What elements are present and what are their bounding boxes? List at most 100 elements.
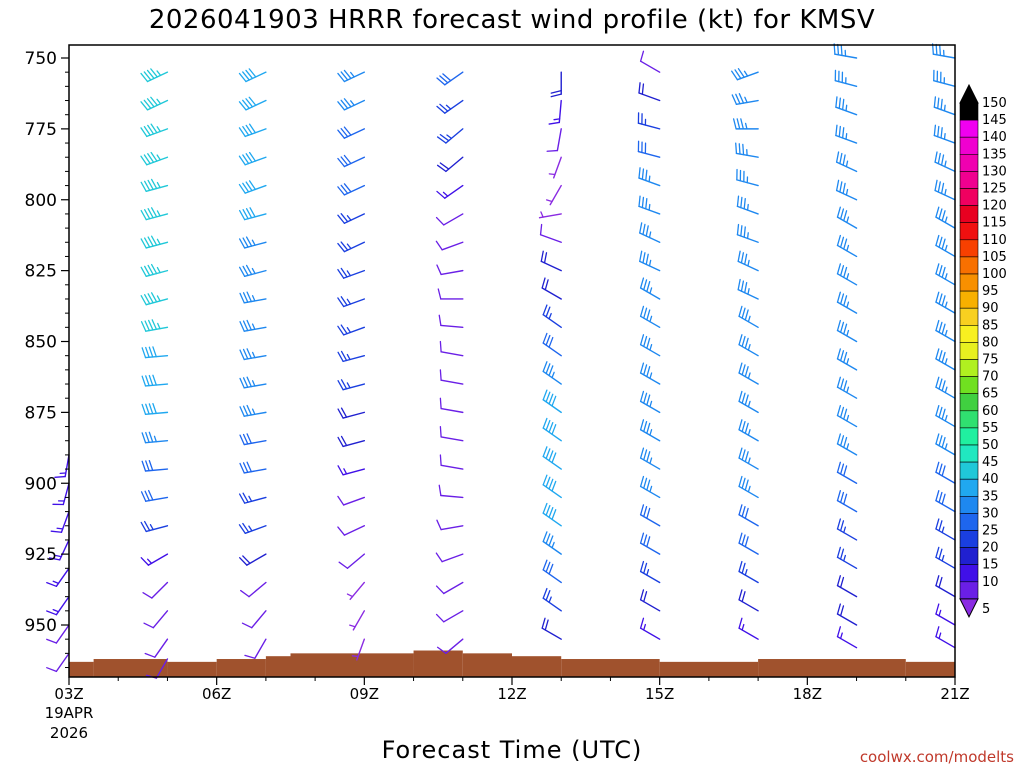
colorbar-swatch	[959, 342, 979, 360]
wind-barb	[239, 404, 267, 417]
wind-barb	[836, 348, 858, 371]
wind-barb	[548, 156, 562, 179]
colorbar-swatch	[959, 547, 979, 565]
wind-barb	[140, 520, 169, 533]
wind-barb	[639, 50, 661, 73]
wind-barb	[238, 207, 267, 221]
wind-barb	[238, 123, 267, 138]
wind-barb	[46, 624, 70, 644]
colorbar-swatch	[959, 239, 979, 258]
wind-barb	[542, 531, 562, 555]
wind-barb	[931, 43, 956, 59]
wind-barb	[337, 495, 366, 506]
wind-barb	[542, 559, 562, 584]
wind-barb	[638, 167, 661, 187]
wind-barb	[435, 581, 464, 595]
wind-barb	[836, 546, 858, 569]
wind-barb	[542, 446, 562, 470]
wind-barb	[140, 553, 169, 566]
wind-barb	[436, 128, 464, 144]
x-tick-label: 21Z	[940, 685, 969, 703]
wind-barb	[836, 575, 858, 598]
colorbar-top-arrow	[959, 83, 979, 104]
wind-barb	[436, 156, 464, 173]
x-date-line2: 2026	[50, 724, 88, 742]
wind-barb	[738, 390, 759, 414]
colorbar-label: 55	[982, 421, 999, 436]
colorbar-label: 130	[982, 164, 1007, 179]
wind-barb	[436, 71, 464, 86]
colorbar-label: 125	[982, 182, 1007, 197]
wind-barb	[548, 99, 562, 125]
wind-barb	[933, 69, 956, 88]
colorbar-swatch	[959, 444, 979, 463]
terrain-segment	[69, 661, 94, 677]
wind-barb	[836, 490, 858, 513]
chart-title: 2026041903 HRRR forecast wind profile (k…	[149, 5, 875, 35]
wind-barb	[933, 96, 956, 116]
wind-barb	[542, 332, 562, 357]
x-tick-label: 06Z	[202, 685, 231, 703]
wind-barb	[239, 291, 267, 304]
wind-barb	[836, 206, 858, 229]
wind-barb	[738, 560, 759, 584]
x-tick-label: 03Z	[54, 685, 83, 703]
y-tick-label: 925	[25, 545, 57, 565]
wind-barb	[238, 68, 267, 83]
wind-barb	[542, 389, 562, 414]
y-tick-label: 800	[25, 191, 57, 211]
wind-barb	[337, 407, 366, 419]
wind-barb	[538, 211, 562, 219]
wind-barb	[639, 447, 661, 470]
colorbar-label: 110	[982, 233, 1007, 248]
colorbar-swatch	[959, 307, 979, 326]
wind-barb	[639, 589, 661, 612]
wind-barb	[337, 379, 366, 391]
wind-barb	[836, 461, 858, 484]
colorbar-swatch	[959, 273, 979, 292]
x-axis: 03Z 06Z 09Z 12Z 15Z 18Z 21Z	[54, 677, 970, 703]
colorbar-label: 100	[982, 267, 1007, 282]
wind-barb	[935, 319, 956, 343]
wind-barb	[639, 222, 661, 243]
colorbar-swatch	[959, 393, 979, 412]
terrain-segment	[462, 653, 512, 677]
colorbar-label: 10	[982, 575, 999, 590]
wind-barb	[935, 291, 956, 314]
wind-barb	[637, 140, 661, 158]
wind-barb	[435, 610, 464, 623]
colorbar-label: 30	[982, 506, 999, 521]
wind-barb	[639, 277, 661, 300]
wind-barb	[239, 461, 267, 474]
wind-barb	[546, 128, 562, 152]
colorbar-swatch	[959, 188, 979, 206]
wind-barb	[639, 475, 661, 499]
y-tick-label: 950	[25, 616, 57, 636]
credit-link[interactable]: coolwx.com/modelts	[860, 748, 1014, 766]
wind-barb	[736, 168, 759, 187]
wind-barb	[639, 390, 661, 414]
wind-barb	[738, 475, 759, 499]
wind-barb	[140, 292, 169, 306]
wind-barb	[439, 340, 464, 357]
wind-barb	[435, 240, 464, 251]
colorbar-label: 145	[982, 113, 1007, 128]
wind-barb	[834, 69, 858, 88]
wind-barb	[935, 404, 956, 428]
colorbar: 5 10 15 20 25 30 35 40 45 50 55 60 65 70 75 80 85 90 95 100…	[959, 83, 1007, 619]
wind-barb	[436, 519, 464, 531]
colorbar-swatch	[959, 119, 979, 138]
wind-barb	[934, 179, 956, 201]
wind-barb	[140, 263, 169, 278]
colorbar-swatch	[959, 324, 979, 343]
terrain-segment	[758, 659, 906, 677]
wind-barb	[639, 334, 661, 357]
colorbar-bottom-arrow	[959, 598, 979, 619]
wind-barb	[238, 151, 267, 166]
wind-barb	[638, 82, 661, 102]
wind-barb	[438, 314, 464, 329]
wind-barb	[737, 250, 759, 272]
wind-barb	[244, 638, 267, 659]
wind-barb	[935, 626, 956, 649]
y-axis: 750 775 800 825 850 875 900 925 950	[25, 49, 69, 669]
